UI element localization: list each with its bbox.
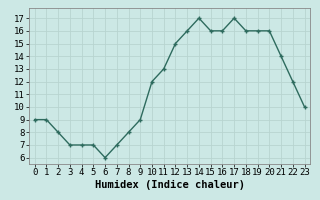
X-axis label: Humidex (Indice chaleur): Humidex (Indice chaleur) [95,180,244,190]
